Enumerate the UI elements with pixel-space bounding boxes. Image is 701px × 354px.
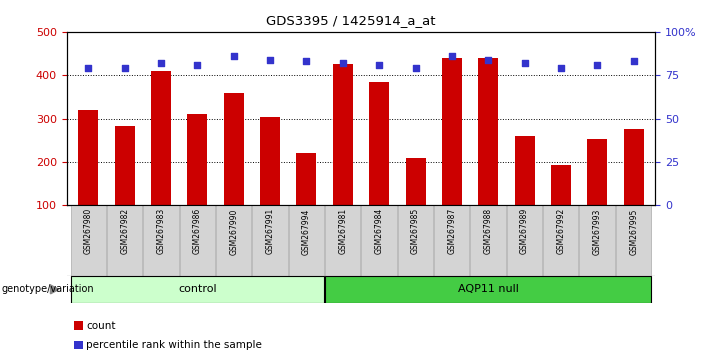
Bar <box>289 205 324 276</box>
Bar <box>107 205 142 276</box>
Bar <box>362 205 397 276</box>
Text: GSM267995: GSM267995 <box>629 208 638 255</box>
Text: GSM267992: GSM267992 <box>557 208 566 255</box>
Bar <box>325 276 651 303</box>
Text: GSM267990: GSM267990 <box>229 208 238 255</box>
Bar <box>434 205 470 276</box>
Text: GSM267988: GSM267988 <box>484 208 493 254</box>
Bar <box>187 114 207 205</box>
Text: GSM267986: GSM267986 <box>193 208 202 255</box>
Bar <box>515 136 535 205</box>
Point <box>337 60 348 66</box>
Bar <box>615 205 651 276</box>
Point <box>374 62 385 68</box>
Point <box>447 53 458 59</box>
Bar <box>333 64 353 205</box>
Bar <box>179 205 215 276</box>
Point <box>410 65 421 71</box>
Bar <box>369 82 389 205</box>
Text: percentile rank within the sample: percentile rank within the sample <box>86 340 262 350</box>
Text: count: count <box>86 321 116 331</box>
Text: GSM267989: GSM267989 <box>520 208 529 255</box>
Text: AQP11 null: AQP11 null <box>458 284 519 295</box>
Bar <box>624 129 644 205</box>
Bar <box>325 205 360 276</box>
Bar <box>224 93 244 205</box>
Text: GDS3395 / 1425914_a_at: GDS3395 / 1425914_a_at <box>266 14 435 27</box>
Bar <box>151 71 171 205</box>
Bar <box>79 110 98 205</box>
Bar <box>442 58 462 205</box>
Bar <box>71 276 325 303</box>
Bar <box>143 205 179 276</box>
Bar <box>543 205 578 276</box>
Point <box>482 57 494 62</box>
Point <box>628 58 639 64</box>
Point <box>555 65 566 71</box>
Bar <box>71 205 106 276</box>
Bar <box>580 205 615 276</box>
Text: GSM267991: GSM267991 <box>266 208 275 255</box>
Text: GSM267980: GSM267980 <box>84 208 93 255</box>
Bar <box>507 205 542 276</box>
Point <box>192 62 203 68</box>
Point <box>264 57 275 62</box>
Point <box>156 60 167 66</box>
Bar <box>115 126 135 205</box>
Bar <box>216 205 251 276</box>
Bar <box>478 58 498 205</box>
Text: GSM267987: GSM267987 <box>447 208 456 255</box>
Point <box>119 65 130 71</box>
Bar <box>397 205 433 276</box>
Text: GSM267984: GSM267984 <box>375 208 383 255</box>
Bar <box>470 205 505 276</box>
Point <box>519 60 530 66</box>
Point <box>83 65 94 71</box>
Text: GSM267985: GSM267985 <box>411 208 420 255</box>
Bar <box>297 153 316 205</box>
Text: GSM267994: GSM267994 <box>302 208 311 255</box>
Bar <box>587 138 607 205</box>
Bar <box>252 205 287 276</box>
Bar <box>406 159 426 205</box>
Point <box>301 58 312 64</box>
Text: control: control <box>178 284 217 295</box>
Text: GSM267983: GSM267983 <box>156 208 165 255</box>
Text: genotype/variation: genotype/variation <box>1 284 94 295</box>
Point <box>229 53 240 59</box>
Text: GSM267982: GSM267982 <box>121 208 129 254</box>
Bar <box>551 165 571 205</box>
Point <box>592 62 603 68</box>
Text: GSM267981: GSM267981 <box>339 208 347 254</box>
Text: GSM267993: GSM267993 <box>593 208 601 255</box>
Bar <box>260 117 280 205</box>
